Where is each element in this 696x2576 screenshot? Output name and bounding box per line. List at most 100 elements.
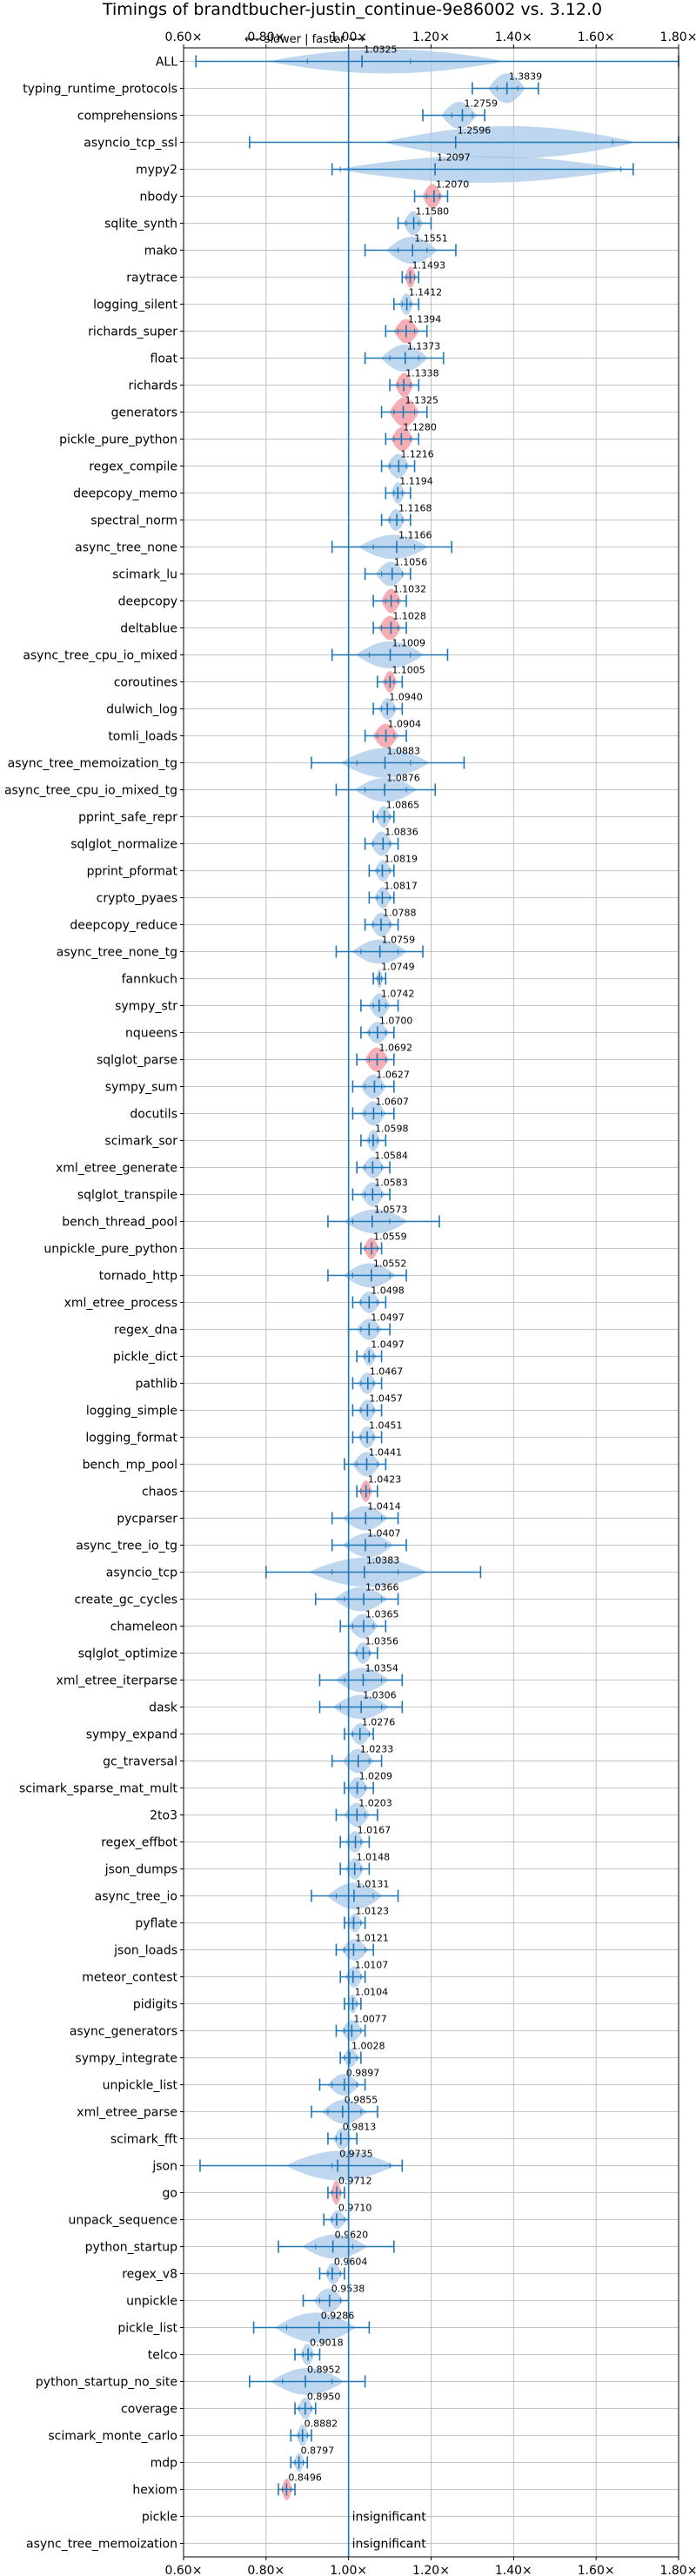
benchmark-label: meteor_contest — [82, 1971, 177, 1985]
value-label: 1.0584 — [374, 1150, 408, 1162]
benchmark-label: scimark_sparse_mat_mult — [19, 1782, 177, 1796]
benchmark-label: sqlglot_normalize — [70, 838, 177, 852]
benchmark-label: mdp — [151, 2457, 178, 2471]
benchmark-label: scimark_monte_carlo — [48, 2430, 177, 2444]
benchmark-label: sympy_integrate — [75, 2052, 177, 2066]
benchmark-label: regex_v8 — [122, 2268, 177, 2282]
value-label: 1.0148 — [357, 1852, 391, 1863]
benchmark-label: richards_super — [88, 325, 177, 339]
value-label: 1.2759 — [464, 98, 498, 110]
benchmark-label: gc_traversal — [103, 1755, 177, 1769]
x-tick-label-top: 0.80× — [247, 30, 284, 44]
benchmark-label: pycparser — [117, 1513, 177, 1526]
benchmark-label: json_loads — [113, 1944, 177, 1958]
benchmark-label: sympy_str — [115, 1000, 177, 1014]
value-label: 1.0742 — [381, 989, 415, 1000]
value-label: 1.0457 — [369, 1393, 403, 1405]
value-label: 1.0306 — [363, 1690, 397, 1701]
benchmark-label: dulwich_log — [106, 703, 177, 717]
value-label: 1.0383 — [366, 1555, 400, 1566]
value-label: 0.9897 — [346, 2068, 380, 2079]
benchmark-label: comprehensions — [77, 110, 177, 124]
benchmark-label: async_generators — [70, 2025, 177, 2039]
value-label: 1.0121 — [355, 1933, 389, 1944]
benchmark-label: typing_runtime_protocols — [23, 83, 177, 97]
benchmark-label: 2to3 — [150, 1809, 177, 1823]
benchmark-label: sympy_expand — [86, 1728, 177, 1742]
value-label: 1.0407 — [367, 1528, 401, 1540]
x-tick-label-bottom: 1.40× — [495, 2564, 532, 2576]
benchmark-label: create_gc_cycles — [74, 1593, 177, 1607]
value-label: 1.2097 — [437, 152, 471, 164]
benchmark-label: deltablue — [120, 622, 177, 636]
value-label: 1.0107 — [355, 1960, 389, 1971]
benchmark-label: raytrace — [126, 272, 177, 285]
benchmark-label: python_startup_no_site — [36, 2376, 177, 2390]
benchmark-label: chameleon — [110, 1620, 177, 1634]
benchmark-label: bench_mp_pool — [83, 1459, 177, 1472]
value-label: 1.1216 — [400, 449, 434, 460]
benchmark-label: pidigits — [133, 1998, 177, 2012]
value-label: 1.2596 — [458, 125, 492, 137]
benchmark-label: mako — [144, 245, 177, 258]
value-label: 1.1005 — [392, 665, 425, 676]
benchmark-label: sqlglot_parse — [97, 1054, 177, 1068]
value-label: 1.1493 — [412, 260, 445, 272]
x-tick-label-top: 1.00× — [330, 30, 367, 44]
benchmark-label: tomli_loads — [108, 730, 177, 744]
value-label: 1.0423 — [368, 1474, 402, 1486]
benchmark-label: unpickle — [126, 2295, 177, 2309]
benchmark-label: deepcopy_memo — [73, 487, 177, 501]
benchmark-label: pyflate — [135, 1917, 177, 1931]
benchmark-label: sympy_sum — [105, 1081, 177, 1095]
benchmark-label: regex_dna — [114, 1324, 177, 1338]
value-label: 1.1394 — [408, 314, 442, 325]
benchmark-label: async_tree_memoization_tg — [8, 757, 177, 771]
value-label: 0.8950 — [307, 2392, 341, 2403]
value-label: 1.1551 — [414, 233, 448, 245]
benchmark-label: go — [163, 2187, 177, 2201]
value-label: 1.0940 — [389, 692, 423, 703]
value-label: 1.1194 — [399, 476, 433, 487]
value-label: 1.0356 — [365, 1636, 399, 1647]
benchmark-label: coroutines — [114, 676, 177, 690]
benchmark-label: logging_format — [85, 1432, 177, 1446]
benchmark-label: xml_etree_parse — [77, 2106, 177, 2120]
value-label: 1.1032 — [393, 584, 427, 595]
benchmark-label: sqlglot_optimize — [78, 1647, 177, 1661]
x-tick-label-top: 1.40× — [495, 30, 532, 44]
value-label: 1.1166 — [398, 530, 432, 541]
benchmark-label: xml_etree_iterparse — [57, 1674, 177, 1688]
value-label: 1.0123 — [355, 1906, 389, 1917]
benchmark-label: scimark_sor — [104, 1135, 177, 1149]
benchmark-label: xml_etree_process — [64, 1297, 177, 1311]
benchmark-label: dask — [149, 1701, 178, 1715]
value-label: 0.8952 — [307, 2365, 341, 2376]
value-label: 1.0627 — [376, 1070, 410, 1081]
x-tick-label-top: 1.80× — [660, 30, 696, 44]
benchmark-label: async_tree_none — [75, 541, 177, 555]
value-label: 1.1338 — [405, 368, 439, 379]
benchmark-label: async_tree_memoization — [26, 2538, 177, 2552]
value-label: 1.0366 — [365, 1582, 399, 1593]
benchmark-label: json_dumps — [104, 1863, 177, 1877]
value-label: 0.9620 — [335, 2230, 369, 2241]
value-label: 1.0607 — [375, 1097, 409, 1108]
value-label: 1.1580 — [416, 206, 449, 218]
value-label: 1.1280 — [403, 422, 437, 433]
value-label: 0.9710 — [338, 2203, 372, 2214]
value-label: 0.9813 — [343, 2122, 377, 2133]
insignificant-label: insignificant — [352, 2538, 427, 2552]
benchmark-label: async_tree_io_tg — [76, 1540, 177, 1553]
benchmark-label: python_startup — [85, 2241, 177, 2255]
insignificant-label: insignificant — [352, 2511, 427, 2525]
value-label: 1.0583 — [374, 1177, 408, 1189]
benchmark-label: ALL — [156, 56, 177, 70]
value-label: 0.9604 — [334, 2257, 368, 2268]
violin-marks: 1.0325 1.3839 1.2759 1.2596 1.2097 1.2070 1.15… — [195, 44, 679, 2552]
value-label: 1.0441 — [369, 1447, 403, 1459]
benchmark-label: mypy2 — [136, 164, 177, 178]
axes: 0.60× 0.60× 0.80× 0.80× 1.00× 1.00× 1.20× 1.20×… — [4, 30, 696, 2576]
value-label: 1.0598 — [375, 1124, 409, 1135]
benchmark-label: logging_simple — [86, 1405, 177, 1419]
